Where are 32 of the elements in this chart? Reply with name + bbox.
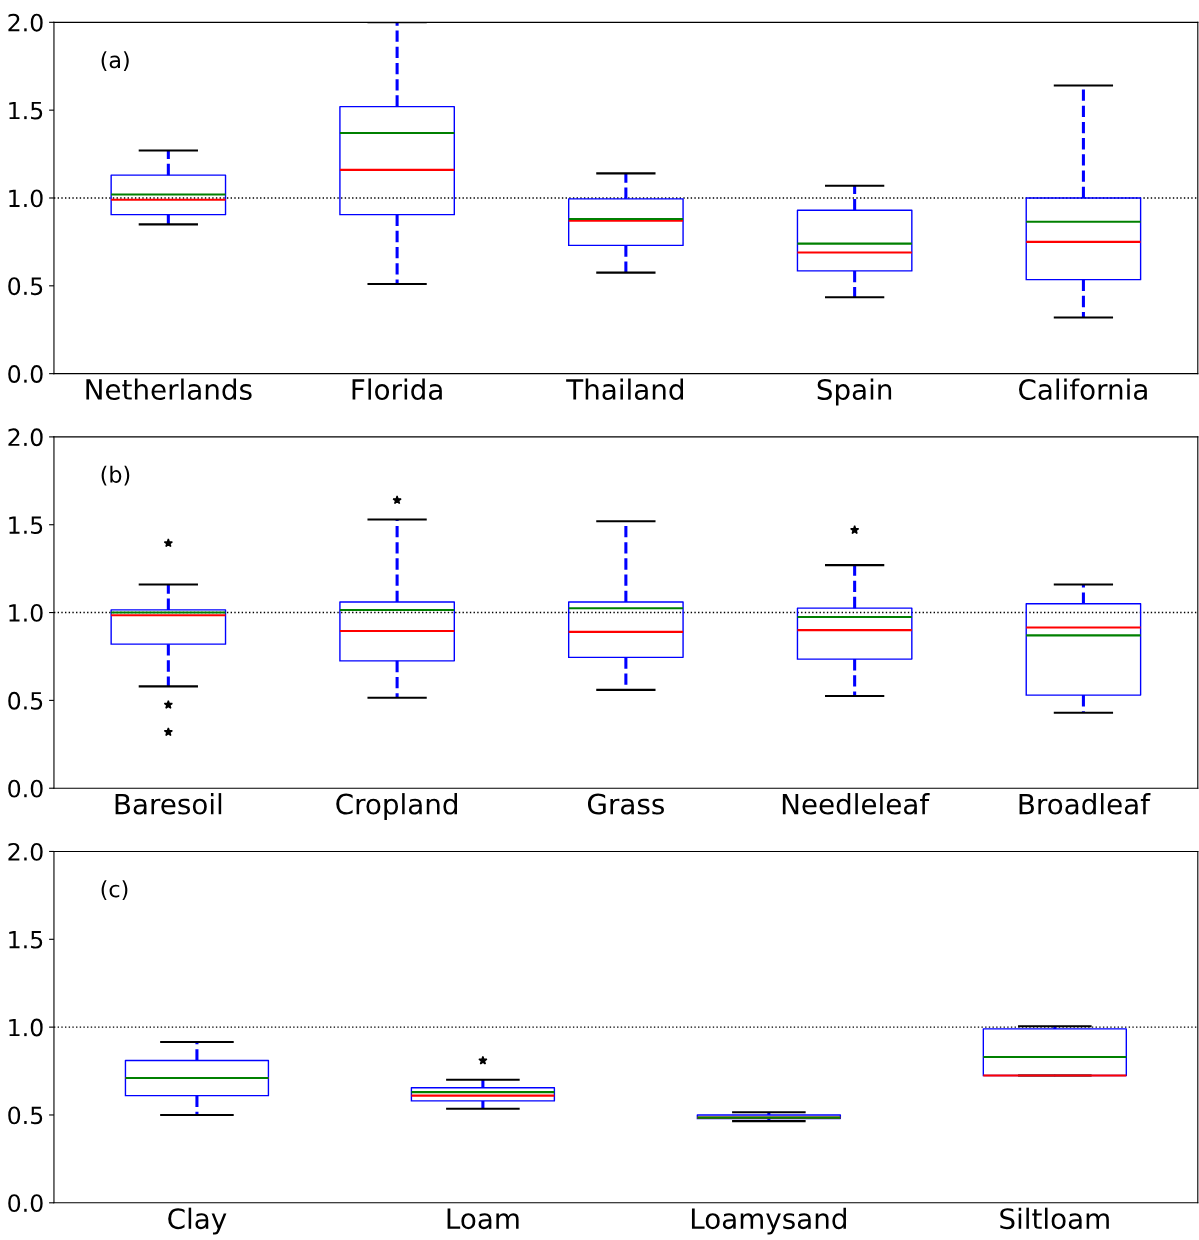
x-tick-label: Broadleaf [1019,793,1151,815]
y-tick-label: 0.5 [8,277,43,296]
y-tick-label: 2.0 [8,842,43,861]
x-tick-label: Baresoil [115,793,222,815]
y-tick-label: 0.0 [8,779,43,798]
y-tick-label: 2.0 [8,428,43,447]
x-tick-label: Florida [352,378,442,401]
y-tick-label: 0.5 [8,1106,43,1125]
x-tick-label: Grass [587,793,664,815]
annotation: (a) [101,51,129,71]
y-tick-label: 1.0 [9,604,43,622]
y-tick-label: 0.5 [8,691,43,710]
x-tick-label: Siltloam [1000,1207,1109,1230]
x-tick-label: California [1019,378,1147,401]
x-tick-label: Netherlands [86,378,252,401]
x-tick-label: Clay [168,1207,227,1235]
annotation: (c) [101,880,128,901]
y-tick-label: 1.0 [9,1018,43,1037]
annotation: (b) [101,465,130,486]
x-tick-label: Thailand [566,378,683,401]
x-tick-label: Loam [447,1208,519,1230]
y-tick-label: 1.5 [9,101,43,120]
x-tick-label: Needleleaf [782,793,930,815]
y-tick-label: 1.5 [9,931,43,949]
x-tick-label: Loamysand [691,1207,846,1235]
x-tick-label: Cropland [336,793,457,820]
y-tick-label: 1.0 [9,189,43,208]
x-tick-label: Spain [817,378,892,406]
y-tick-label: 2.0 [8,13,43,32]
y-tick-label: 0.0 [8,365,43,383]
y-tick-label: 0.0 [8,1194,43,1213]
y-tick-label: 1.5 [9,516,43,535]
